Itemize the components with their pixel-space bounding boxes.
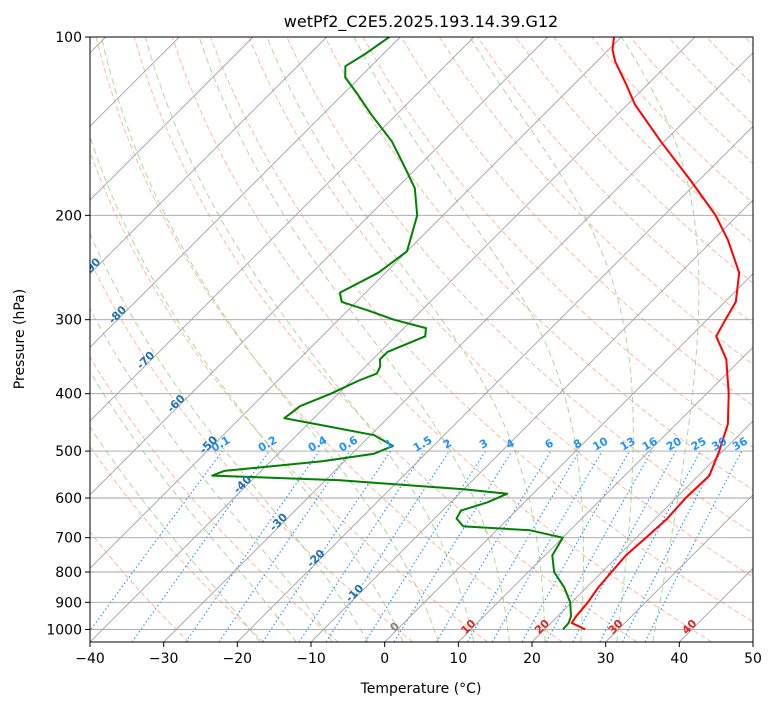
x-tick-label: −40 [75, 651, 105, 667]
x-tick-label: 40 [670, 651, 688, 667]
dry-adiabat [324, 37, 753, 491]
mixing-ratio-line [90, 450, 223, 632]
moist-adiabat [90, 135, 404, 642]
x-tick-label: −10 [296, 651, 326, 667]
x-tick-label: −30 [149, 651, 179, 667]
plot-frame [89, 36, 754, 643]
isotherm-line [90, 37, 254, 201]
profile-series [211, 37, 741, 631]
y-tick-label: 700 [55, 531, 82, 547]
dry-adiabat [171, 37, 712, 642]
moist-adiabat [353, 37, 584, 642]
chart-title: wetPf2_C2E5.2025.193.14.39.G12 [284, 12, 558, 32]
y-tick-label: 400 [55, 387, 82, 403]
x-tick-label: 50 [744, 651, 762, 667]
isotherm-line [236, 125, 753, 642]
moist-adiabat [90, 426, 261, 642]
y-tick-label: 1000 [46, 622, 82, 638]
isotherm-line [90, 37, 475, 422]
isotherm-line [90, 37, 401, 348]
x-tick-label: 10 [449, 651, 467, 667]
dry-adiabat [438, 37, 753, 366]
isotherm-line [531, 420, 753, 642]
mixing-ratio-line [572, 450, 677, 642]
x-tick-label: −20 [223, 651, 253, 667]
mixing-ratio-line [131, 450, 270, 642]
isotherm-line [163, 52, 753, 642]
dry-adiabat [90, 531, 190, 642]
moist-adiabat [100, 37, 439, 642]
moist-adiabat [144, 37, 475, 642]
x-tick-label: 0 [380, 651, 389, 667]
x-tick-label: 30 [597, 651, 615, 667]
moist-adiabat [198, 37, 510, 642]
y-tick-label: 100 [55, 30, 82, 46]
dry-adiabat [248, 37, 753, 578]
isotherm-line [90, 37, 328, 275]
isotherm-line [384, 273, 753, 642]
moist-adiabat [266, 37, 546, 642]
moist-adiabat [90, 307, 333, 642]
dry-adiabats [90, 37, 753, 642]
y-tick-label: 500 [55, 444, 82, 460]
isotherm-line [90, 37, 622, 569]
y-tick-label: 800 [55, 565, 82, 581]
mixing-ratio-line [298, 450, 425, 642]
dry-adiabat [400, 37, 753, 407]
mixing-ratio-line [262, 450, 392, 642]
isotherm-line [90, 37, 549, 496]
mixing-ratio-line [218, 450, 351, 642]
y-tick-label: 600 [55, 491, 82, 507]
y-tick-label: 900 [55, 595, 82, 611]
x-tick-label: 20 [523, 651, 541, 667]
moist-adiabat [90, 370, 297, 642]
mixing-ratio-line [325, 450, 450, 642]
dry-adiabat [90, 150, 488, 642]
dry-adiabat [90, 445, 264, 642]
temperature-profile [570, 37, 741, 631]
y-axis: 100 200 300 400 500 600 700 800 900 1000 [46, 30, 90, 638]
mixing-ratio-lines [90, 450, 743, 642]
mixing-ratio-line [393, 450, 513, 642]
isotherm-line [457, 346, 753, 642]
mixing-ratio-line [644, 450, 743, 642]
x-axis: −40 −30 −20 −10 0 10 20 30 40 50 [75, 642, 762, 667]
y-tick-label: 300 [55, 313, 82, 329]
mixing-ratio-line [545, 450, 653, 642]
dry-adiabat [133, 37, 638, 642]
x-axis-title: Temperature (°C) [360, 681, 482, 697]
isotherm-line [605, 494, 753, 642]
dry-adiabat [90, 356, 339, 642]
dry-adiabat [515, 37, 753, 284]
dewpoint-profile [211, 37, 572, 631]
grid-lines [90, 37, 753, 642]
isotherm-line [90, 37, 696, 642]
dry-adiabat [95, 37, 563, 642]
isotherm-line [310, 199, 753, 642]
y-tick-label: 200 [55, 208, 82, 224]
mixing-ratio-line [185, 450, 320, 642]
moist-adiabat [90, 232, 369, 642]
moist-adiabat [620, 37, 700, 642]
y-axis-title: Pressure (hPa) [12, 289, 28, 389]
dry-adiabat [210, 37, 753, 623]
mixing-ratio-line [521, 450, 630, 642]
